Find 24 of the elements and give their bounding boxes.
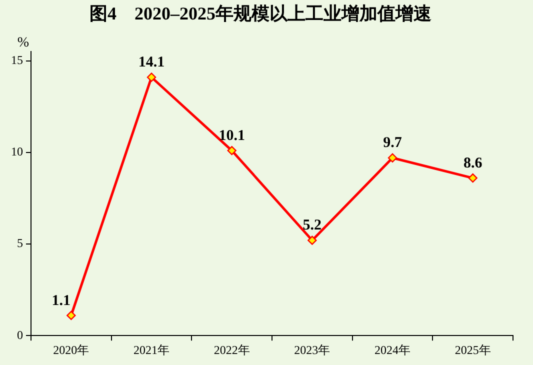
point	[66, 310, 76, 320]
point	[308, 236, 317, 245]
y-tick-label: 0	[17, 328, 23, 342]
data-label: 1.1	[52, 292, 71, 309]
x-tick-label: 2022年	[214, 342, 250, 357]
data-label: 8.6	[463, 155, 483, 172]
y-tick-label: 10	[11, 144, 23, 159]
x-tick-label: 2021年	[134, 342, 170, 357]
data-label: 5.2	[302, 218, 322, 234]
x-tick-label: 2023年	[294, 342, 330, 357]
data-label: 9.7	[383, 135, 402, 152]
data-label: 14.1	[138, 54, 165, 71]
data-label: 10.1	[218, 128, 245, 144]
y-axis-title: %	[17, 35, 30, 50]
x-tick-label: 2020年	[53, 342, 90, 357]
y-tick-label: 5	[17, 236, 23, 250]
x-tick-label: 2025年	[454, 342, 491, 357]
chart-title: 图4 2020–2025年规模以上工业增加值增速	[90, 3, 432, 24]
point	[468, 173, 478, 183]
point	[388, 153, 398, 162]
y-tick-label: 15	[11, 52, 23, 67]
point	[227, 146, 236, 156]
point	[146, 72, 156, 82]
x-tick-label: 2024年	[374, 342, 410, 357]
